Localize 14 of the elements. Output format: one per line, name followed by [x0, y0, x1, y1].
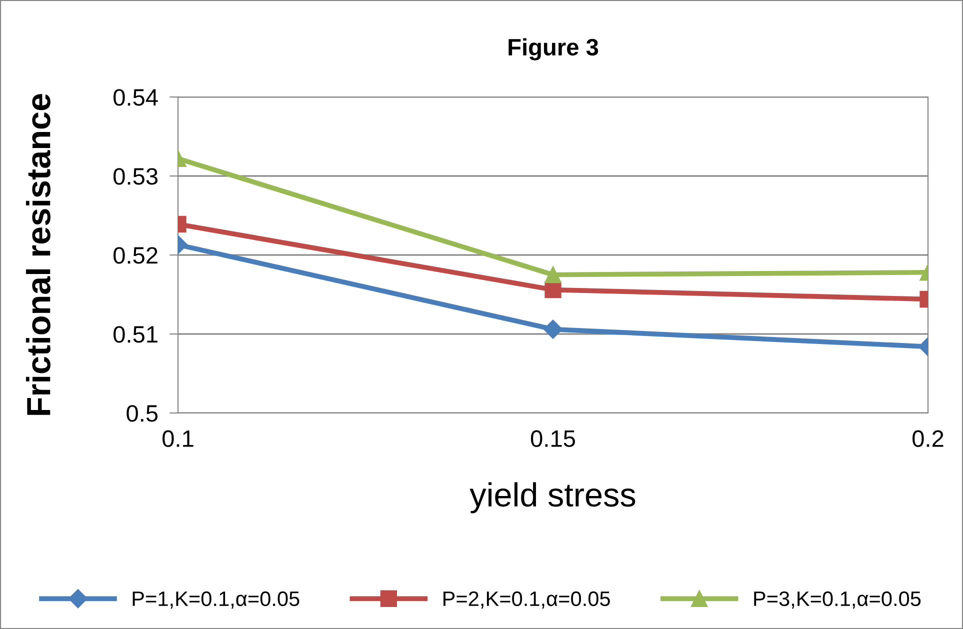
y-axis-title: Frictional resistance [26, 94, 50, 415]
y-tick-label: 0.5 [126, 405, 158, 422]
x-axis-title: yield stress [470, 482, 636, 514]
x-tick-label: 0.2 [912, 430, 944, 448]
y-tick-label: 0.52 [114, 247, 158, 264]
x-tick-label: 0.1 [162, 430, 194, 448]
y-tick-label: 0.53 [114, 168, 158, 185]
x-tick-label: 0.15 [530, 430, 575, 448]
y-tick-label: 0.54 [114, 89, 158, 106]
y-tick-label: 0.51 [114, 326, 158, 343]
legend-label: P=3,K=0.1,α=0.05 [754, 591, 921, 609]
legend-label: P=1,K=0.1,α=0.05 [132, 591, 300, 609]
legend-label: P=2,K=0.1,α=0.05 [444, 591, 610, 609]
chart-title: Figure 3 [508, 38, 598, 60]
